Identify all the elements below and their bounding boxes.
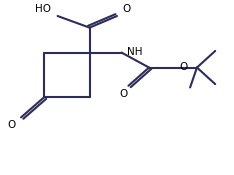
Text: O: O — [7, 120, 15, 130]
Text: O: O — [120, 89, 128, 99]
Text: O: O — [179, 62, 187, 72]
Text: O: O — [122, 4, 130, 14]
Text: NH: NH — [127, 47, 143, 57]
Text: HO: HO — [35, 4, 51, 14]
